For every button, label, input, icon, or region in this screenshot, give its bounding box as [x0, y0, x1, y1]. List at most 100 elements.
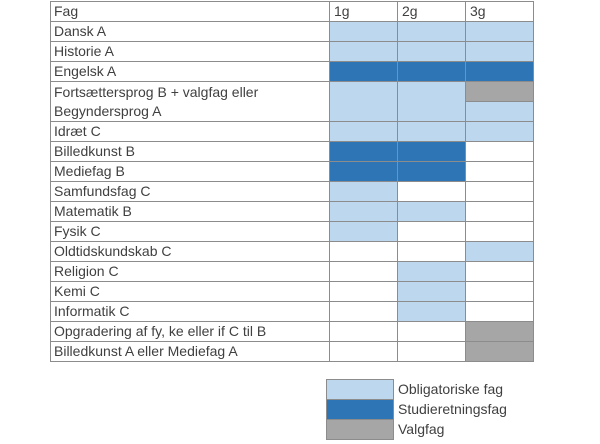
year-cell [329, 41, 398, 62]
year-cell [465, 61, 534, 82]
year-cell [329, 161, 398, 182]
subject-name: Fysik C [50, 221, 330, 242]
year-cell [329, 201, 398, 222]
year-cell [397, 141, 466, 162]
column-header-year-2: 2g [397, 1, 466, 22]
year-cell [329, 241, 398, 262]
subject-name: Religion C [50, 261, 330, 282]
year-cell [397, 61, 466, 82]
table-row: Samfundsfag C [50, 181, 534, 202]
table-row: Mediefag B [50, 161, 534, 182]
column-header-year-1: 1g [329, 1, 398, 22]
year-cell-obligatorisk [466, 102, 533, 121]
table-row: Fortsættersprog B + valgfag eller Begynd… [50, 81, 534, 122]
table-row: Billedkunst B [50, 141, 534, 162]
subject-name: Fortsættersprog B + valgfag eller Begynd… [50, 81, 330, 122]
year-cell [465, 161, 534, 182]
year-cell [329, 81, 398, 122]
subject-name: Billedkunst B [50, 141, 330, 162]
legend-swatch-valgfag [326, 419, 394, 440]
legend-label: Obligatoriske fag [398, 381, 504, 397]
year-cell [329, 281, 398, 302]
year-cell [397, 321, 466, 342]
legend-label: Studieretningsfag [398, 401, 507, 417]
subject-name: Matematik B [50, 201, 330, 222]
table-row: Matematik B [50, 201, 534, 222]
year-cell [397, 161, 466, 182]
year-cell [329, 221, 398, 242]
year-cell [397, 81, 466, 122]
year-cell [397, 241, 466, 262]
subject-name: Historie A [50, 41, 330, 62]
column-header-subject: Fag [50, 1, 330, 22]
subject-name: Mediefag B [50, 161, 330, 182]
table-row: Fysik C [50, 221, 534, 242]
subject-name: Billedkunst A eller Mediefag A [50, 341, 330, 362]
year-cell [329, 121, 398, 142]
year-cell [397, 201, 466, 222]
year-cell [465, 321, 534, 342]
table-row: Idræt C [50, 121, 534, 142]
year-cell [329, 341, 398, 362]
legend: Obligatoriske fag Studieretningsfag Valg… [326, 379, 508, 440]
year-cell [397, 121, 466, 142]
legend-item: Obligatoriske fag [326, 379, 508, 400]
legend-item: Valgfag [326, 419, 508, 440]
year-cell [397, 221, 466, 242]
table-row: Oldtidskundskab C [50, 241, 534, 262]
year-cell [329, 141, 398, 162]
table-row: Informatik C [50, 301, 534, 322]
table-row: Opgradering af fy, ke eller if C til B [50, 321, 534, 342]
subject-schedule-table: Fag 1g 2g 3g Dansk A Historie A Engelsk … [50, 1, 534, 362]
year-cell [465, 261, 534, 282]
header-row: Fag 1g 2g 3g [50, 1, 534, 22]
year-cell [397, 281, 466, 302]
year-cell [465, 241, 534, 262]
column-header-year-3: 3g [465, 1, 534, 22]
year-cell [329, 21, 398, 42]
year-cell-valgfag [466, 82, 533, 102]
legend-item: Studieretningsfag [326, 399, 508, 420]
subject-name: Informatik C [50, 301, 330, 322]
subject-name: Kemi C [50, 281, 330, 302]
year-cell [329, 321, 398, 342]
subject-name: Dansk A [50, 21, 330, 42]
year-cell [465, 301, 534, 322]
year-cell [465, 201, 534, 222]
subject-name: Engelsk A [50, 61, 330, 82]
year-cell [397, 21, 466, 42]
subject-name-line-2: Begyndersprog A [54, 102, 162, 119]
year-cell [397, 41, 466, 62]
year-cell [465, 141, 534, 162]
year-cell [329, 61, 398, 82]
year-cell [465, 181, 534, 202]
subject-name-line-1: Fortsættersprog B + valgfag eller [54, 83, 259, 100]
subject-name: Oldtidskundskab C [50, 241, 330, 262]
year-cell [329, 261, 398, 282]
year-cell [465, 281, 534, 302]
table-row: Dansk A [50, 21, 534, 42]
year-cell [397, 181, 466, 202]
subject-name: Opgradering af fy, ke eller if C til B [50, 321, 330, 342]
year-cell [465, 41, 534, 62]
table-row: Billedkunst A eller Mediefag A [50, 341, 534, 362]
table-row: Kemi C [50, 281, 534, 302]
year-cell [465, 121, 534, 142]
legend-swatch-studieretning [326, 399, 394, 420]
year-cell-split [465, 81, 534, 122]
year-cell [329, 301, 398, 322]
subject-name: Idræt C [50, 121, 330, 142]
year-cell [397, 341, 466, 362]
legend-label: Valgfag [398, 421, 445, 437]
year-cell [465, 21, 534, 42]
legend-swatch-obligatorisk [326, 379, 394, 400]
year-cell [465, 221, 534, 242]
year-cell [465, 341, 534, 362]
table-row: Engelsk A [50, 61, 534, 82]
year-cell [397, 301, 466, 322]
year-cell [329, 181, 398, 202]
subject-name: Samfundsfag C [50, 181, 330, 202]
year-cell [397, 261, 466, 282]
table-row: Historie A [50, 41, 534, 62]
table-row: Religion C [50, 261, 534, 282]
